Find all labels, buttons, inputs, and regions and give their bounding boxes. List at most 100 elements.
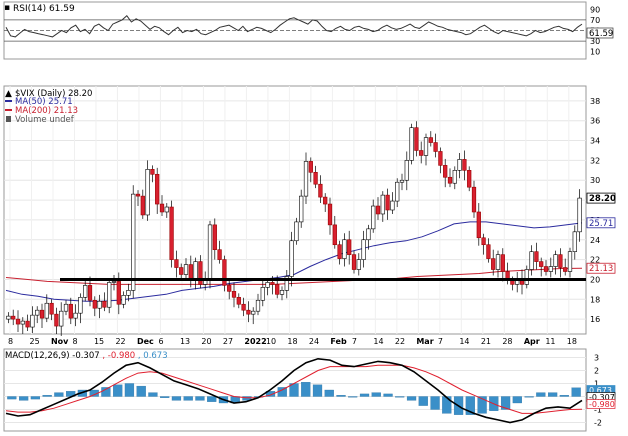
candle-down <box>169 206 174 260</box>
candle-down <box>222 259 227 286</box>
vix-candles <box>6 121 582 336</box>
price-panel-frame <box>3 85 587 335</box>
legend-volume-swatch <box>6 116 11 122</box>
candle-up <box>548 266 553 272</box>
macd-histogram-bar <box>348 396 358 398</box>
candle-up <box>131 193 136 291</box>
candle-down <box>351 254 357 270</box>
ma200-line <box>5 267 583 285</box>
candle-up <box>395 181 400 202</box>
macd-value-tag-label: -0.307 <box>589 393 615 402</box>
candle-down <box>15 318 21 325</box>
macd-histogram-bar <box>500 396 511 410</box>
candle-down <box>198 261 203 285</box>
candle-down <box>188 264 193 280</box>
candle-down <box>241 303 246 311</box>
candle-down <box>68 303 73 319</box>
candle-up <box>97 300 102 309</box>
rsi-tick-label: 10 <box>590 48 600 57</box>
candle-up <box>207 224 213 281</box>
rsi-value-tag: 61.59 <box>586 27 614 39</box>
macd-histogram-bar <box>512 396 522 404</box>
candle-down <box>54 313 59 327</box>
macd-histogram-bar <box>406 396 417 401</box>
price-tick-label: 30 <box>590 176 600 185</box>
macd-histogram-bar <box>265 391 276 397</box>
candle-down <box>92 299 97 309</box>
macd-histogram-bar <box>301 382 311 397</box>
price-tick-label: 34 <box>590 137 600 146</box>
candle-down <box>433 142 438 152</box>
macd-histogram-bar <box>124 383 135 397</box>
candle-up <box>452 170 457 184</box>
macd-histogram-bar <box>524 396 534 398</box>
candle-up <box>577 197 582 233</box>
candle-down <box>481 237 486 246</box>
candle-down <box>246 309 251 315</box>
candle-down <box>558 254 563 268</box>
price-tick-label: 38 <box>590 97 600 106</box>
rsi-legend-marker: ▪ <box>4 3 10 13</box>
candle-down <box>327 203 333 226</box>
candle-up <box>524 269 529 285</box>
candle-down <box>385 194 390 211</box>
candle-down <box>443 165 448 178</box>
legend-ma200: MA(200) 21.13 <box>15 106 78 116</box>
candle-down <box>179 267 184 275</box>
date-tick-label: 15 <box>94 337 104 346</box>
rsi-tick-label: 30 <box>590 37 600 46</box>
price-tick-label: 20 <box>590 275 600 284</box>
date-tick-label: 18 <box>567 337 577 346</box>
price-legend: ▲ $VIX (Daily) 28.20 MA(50) 25.71 MA(200… <box>5 89 92 125</box>
candle-down <box>563 267 568 272</box>
ma50-line <box>5 221 583 302</box>
candle-down <box>270 282 275 285</box>
price-legend-marker: ▲ <box>5 89 12 99</box>
candle-down <box>150 169 155 175</box>
date-tick-label: 18 <box>287 337 297 346</box>
macd-histogram-bar <box>148 392 158 397</box>
legend-vix: $VIX (Daily) 28.20 <box>15 89 92 99</box>
candle-up <box>457 159 462 171</box>
macd-panel: 3210-1-2 0.673-0.307-0.980 MACD(12,26,9)… <box>3 348 616 432</box>
date-tick-label: 25 <box>29 337 39 346</box>
macd-histogram-bar <box>242 396 252 401</box>
candle-up <box>366 228 371 241</box>
candle-up <box>203 280 208 285</box>
candle-down <box>447 176 453 184</box>
macd-histogram-bar <box>277 387 287 397</box>
candle-up <box>404 160 409 181</box>
candle-up <box>30 314 35 328</box>
macd-legend: MACD(12,26,9) -0.307 , -0.980 , 0.673 <box>5 351 168 361</box>
candle-down <box>332 224 337 246</box>
rsi-panel: 9070503010 ▪ RSI(14) 61.59 61.59 <box>3 1 614 60</box>
macd-histogram-bar <box>19 396 29 401</box>
candle-down <box>337 244 342 259</box>
candle-down <box>11 315 16 320</box>
candle-down <box>467 170 472 188</box>
rsi-value-label: 61.59 <box>589 29 613 39</box>
macd-histogram-bar <box>195 396 205 401</box>
candle-down <box>491 258 496 270</box>
date-tick-label: 27 <box>223 337 233 346</box>
candle-down <box>212 224 217 250</box>
price-value-tag-label: 28.20 <box>589 194 616 204</box>
macd-histogram-bar <box>42 395 52 397</box>
candle-down <box>534 251 539 262</box>
candle-down <box>231 291 237 298</box>
candle-up <box>303 161 309 197</box>
date-tick-label: 8 <box>72 337 77 346</box>
price-tick-label: 24 <box>590 236 600 245</box>
rsi-reference-lines <box>4 19 586 42</box>
candle-up <box>342 239 347 259</box>
date-axis: 8 25 Nov 8 15 22 Dec 6 13 20 27 2022 10 18 24 Feb 7 14 22 M… <box>8 337 577 346</box>
candle-up <box>289 240 294 277</box>
candle-down <box>414 127 419 151</box>
macd-value-tag <box>586 399 616 409</box>
candle-down <box>428 137 433 143</box>
candle-up <box>361 239 366 260</box>
candle-down <box>49 302 54 315</box>
macd-histogram-bar <box>7 396 17 400</box>
macd-histogram-bar <box>571 387 581 397</box>
